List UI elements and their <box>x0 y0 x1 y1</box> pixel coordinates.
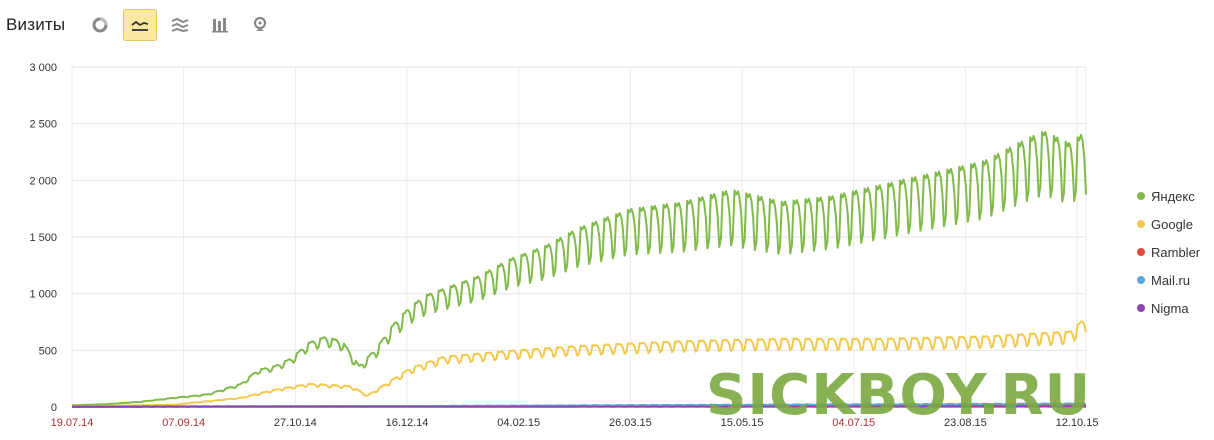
line-chart-icon <box>131 20 149 31</box>
column-chart-button[interactable] <box>203 9 237 41</box>
legend-item-yandex[interactable]: Яндекс <box>1137 182 1200 210</box>
x-tick-label: 26.03.15 <box>609 417 652 429</box>
chart-toolbar: Визиты <box>6 8 283 42</box>
x-tick-label: 23.08.15 <box>944 417 987 429</box>
y-tick-label: 1 500 <box>29 232 57 244</box>
x-tick-label: 16.12.14 <box>386 417 429 429</box>
y-tick-label: 2 000 <box>29 175 57 187</box>
line-chart-button[interactable] <box>123 9 158 41</box>
series-line-0 <box>71 131 1087 407</box>
legend-marker-nigma <box>1137 304 1145 312</box>
legend-label-mailru: Mail.ru <box>1151 272 1191 288</box>
watermark: SICKBOY.RU <box>706 363 1092 428</box>
x-tick-label: 27.10.14 <box>274 417 317 429</box>
legend-item-rambler[interactable]: Rambler <box>1137 238 1200 266</box>
y-tick-label: 2 500 <box>29 119 57 131</box>
column-chart-icon <box>212 18 229 33</box>
x-tick-label: 07.09.14 <box>162 417 205 429</box>
y-tick-label: 1 000 <box>29 289 57 301</box>
map-icon <box>254 16 267 31</box>
legend-item-nigma[interactable]: Nigma <box>1137 294 1200 322</box>
legend-marker-google <box>1137 220 1145 228</box>
area-chart-button[interactable] <box>163 9 197 41</box>
legend-item-google[interactable]: Google <box>1137 210 1200 238</box>
x-tick-label: 19.07.14 <box>51 417 94 429</box>
pie-chart-icon <box>92 17 108 33</box>
legend-marker-rambler <box>1137 248 1145 256</box>
legend-item-mailru[interactable]: Mail.ru <box>1137 266 1200 294</box>
chart-legend: Яндекс Google Rambler Mail.ru Nigma <box>1137 182 1200 322</box>
legend-marker-mailru <box>1137 276 1145 284</box>
legend-label-yandex: Яндекс <box>1151 188 1195 204</box>
x-tick-label: 04.07.15 <box>832 417 875 429</box>
area-chart-icon <box>171 17 189 33</box>
chart-title: Визиты <box>6 15 66 34</box>
y-tick-label: 3 000 <box>29 62 57 74</box>
pie-chart-button[interactable] <box>83 9 117 41</box>
y-tick-label: 500 <box>39 345 57 357</box>
map-button[interactable] <box>243 9 277 41</box>
legend-label-rambler: Rambler <box>1151 244 1201 260</box>
x-tick-label: 15.05.15 <box>721 417 764 429</box>
y-tick-label: 0 <box>51 402 57 414</box>
legend-label-nigma: Nigma <box>1151 300 1189 316</box>
legend-label-google: Google <box>1151 216 1193 232</box>
x-tick-label: 12.10.15 <box>1056 417 1099 429</box>
legend-marker-yandex <box>1137 192 1145 200</box>
series-line-1 <box>72 320 1087 408</box>
x-tick-label: 04.02.15 <box>497 417 540 429</box>
